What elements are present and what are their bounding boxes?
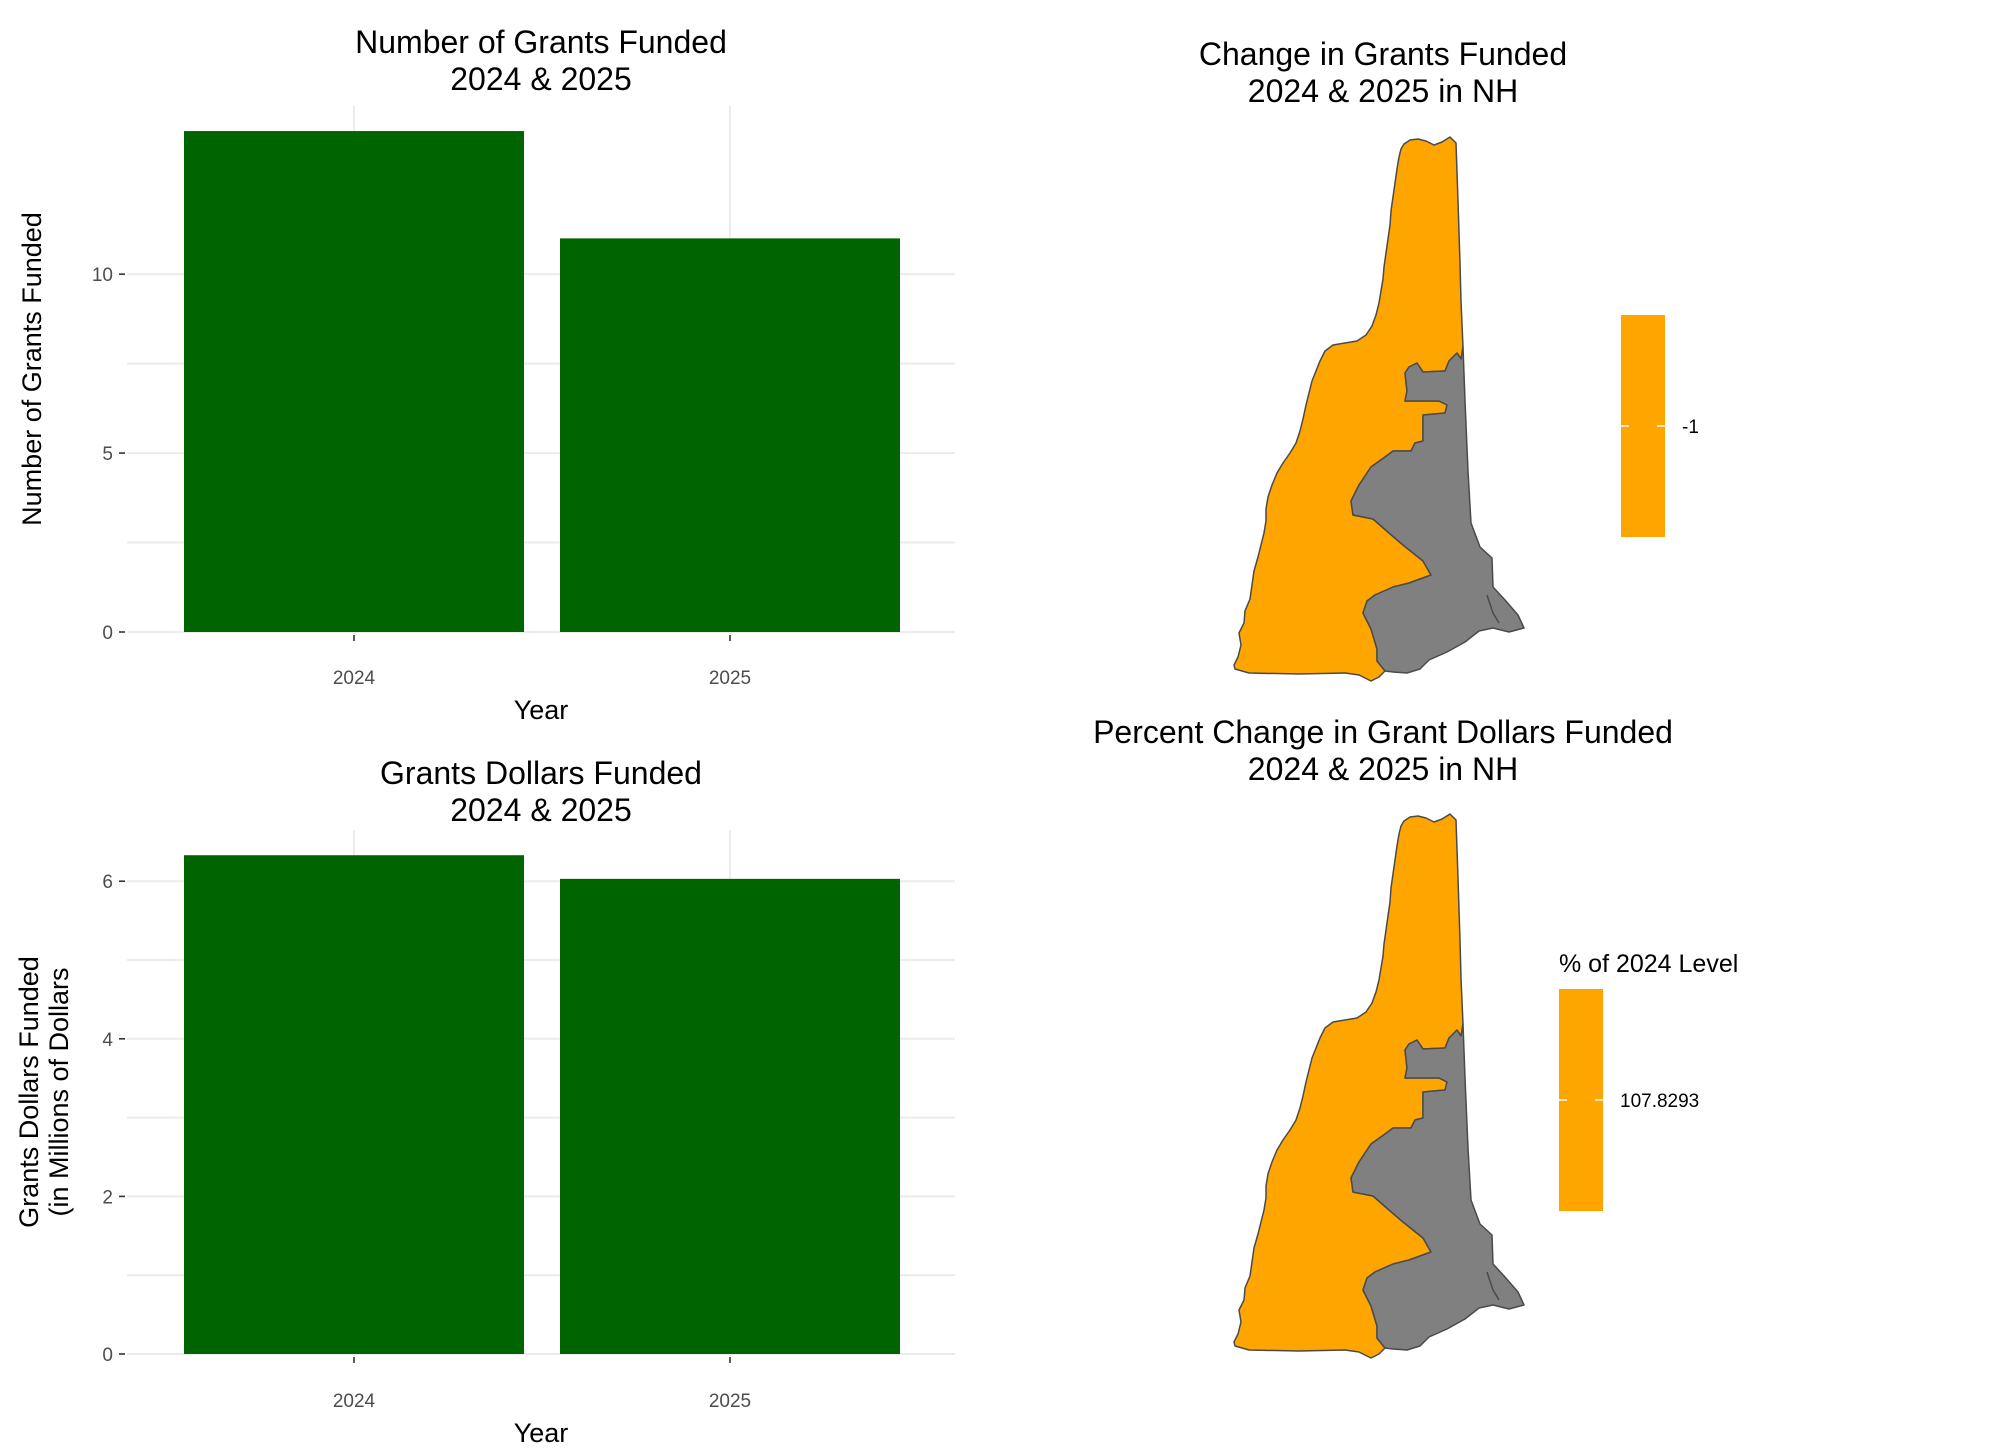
map-title-line-1: Percent Change in Grant Dollars Funded: [1093, 714, 1673, 750]
region-east-gray: [1350, 1023, 1525, 1351]
map-title: Change in Grants Funded 2024 & 2025 in NH: [1199, 36, 1567, 109]
y-axis-title-line-2: (in Millions of Dollars: [44, 967, 74, 1216]
chart-title: Number of Grants Funded 2024 & 2025: [355, 24, 727, 97]
map-panel-2: Percent Change in Grant Dollars Funded 20…: [1093, 714, 1738, 1359]
bar-2024: [184, 131, 524, 633]
y-axis-title-line-1: Number of Grants Funded: [17, 212, 47, 526]
map-title-line-2: 2024 & 2025 in NH: [1248, 751, 1518, 787]
legend-label: -1: [1682, 417, 1699, 438]
map-title-line-1: Change in Grants Funded: [1199, 36, 1567, 72]
x-tick-label-2024: 2024: [333, 1391, 376, 1412]
bar-2025: [560, 878, 900, 1354]
chart-title: Grants Dollars Funded 2024 & 2025: [380, 755, 702, 828]
y-tick-label: 0: [102, 1345, 113, 1366]
chart-title-line-1: Number of Grants Funded: [355, 24, 727, 60]
bar-2025: [560, 238, 900, 632]
map-title: Percent Change in Grant Dollars Funded 20…: [1093, 714, 1673, 787]
y-tick-label: 2: [102, 1187, 113, 1208]
legend-label: 107.8293: [1620, 1091, 1699, 1112]
nh-map: [1233, 136, 1525, 682]
chart-title-line-1: Grants Dollars Funded: [380, 755, 702, 791]
map-title-line-2: 2024 & 2025 in NH: [1248, 73, 1518, 109]
region-east-gray: [1350, 346, 1525, 674]
bar-2024: [184, 855, 524, 1354]
y-axis-title-line-1: Grants Dollars Funded: [14, 956, 44, 1228]
y-tick-label: 10: [92, 265, 113, 286]
x-axis-title: Year: [514, 1418, 569, 1448]
chart-title-line-2: 2024 & 2025: [450, 792, 632, 828]
nh-map: [1233, 813, 1525, 1359]
y-axis-title: Grants Dollars Funded(in Millions of Dol…: [14, 956, 74, 1228]
region-border: [1486, 594, 1500, 624]
y-tick-label: 0: [102, 623, 113, 644]
legend: -1: [1621, 315, 1699, 537]
y-tick-label: 5: [102, 444, 113, 465]
region-border: [1486, 1271, 1500, 1301]
x-axis-title: Year: [514, 695, 569, 725]
legend: % of 2024 Level 107.8293: [1559, 950, 1738, 1211]
y-axis-title: Number of Grants Funded: [17, 212, 47, 526]
map-panel-1: Change in Grants Funded 2024 & 2025 in NH…: [1199, 36, 1699, 682]
legend-title: % of 2024 Level: [1559, 950, 1738, 978]
x-tick-label-2025: 2025: [709, 1391, 751, 1412]
y-tick-label: 4: [102, 1030, 113, 1051]
x-tick-label-2024: 2024: [333, 668, 376, 689]
chart-title-line-2: 2024 & 2025: [450, 61, 632, 97]
x-tick-label-2025: 2025: [709, 668, 751, 689]
y-tick-label: 6: [102, 872, 113, 893]
